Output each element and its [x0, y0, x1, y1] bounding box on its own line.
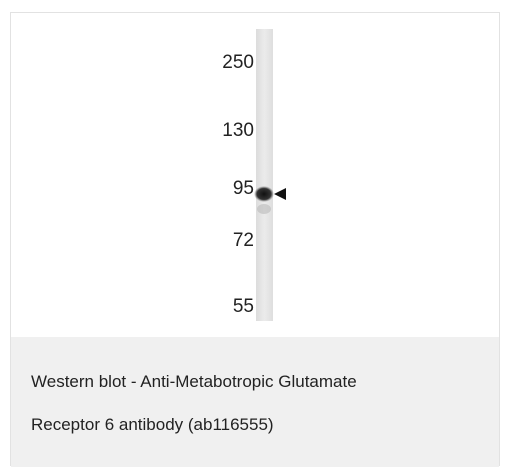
band-arrow: [274, 188, 286, 200]
blot-image: 250 130 95 72 55: [11, 13, 499, 337]
marker-label: 95: [233, 178, 254, 199]
figure-card: 250 130 95 72 55 Western blot - Anti-Met…: [10, 12, 500, 466]
marker-label: 250: [222, 52, 254, 73]
blot-smear: [257, 204, 271, 214]
marker-label: 55: [233, 296, 254, 317]
caption-line: Western blot - Anti-Metabotropic Glutama…: [31, 372, 357, 392]
caption-box: Western blot - Anti-Metabotropic Glutama…: [11, 337, 499, 467]
caption-line: Receptor 6 antibody (ab116555): [31, 415, 274, 435]
blot-band: [254, 186, 274, 202]
marker-label: 72: [233, 230, 254, 251]
marker-label: 130: [222, 120, 254, 141]
blot-lane: [256, 29, 273, 321]
